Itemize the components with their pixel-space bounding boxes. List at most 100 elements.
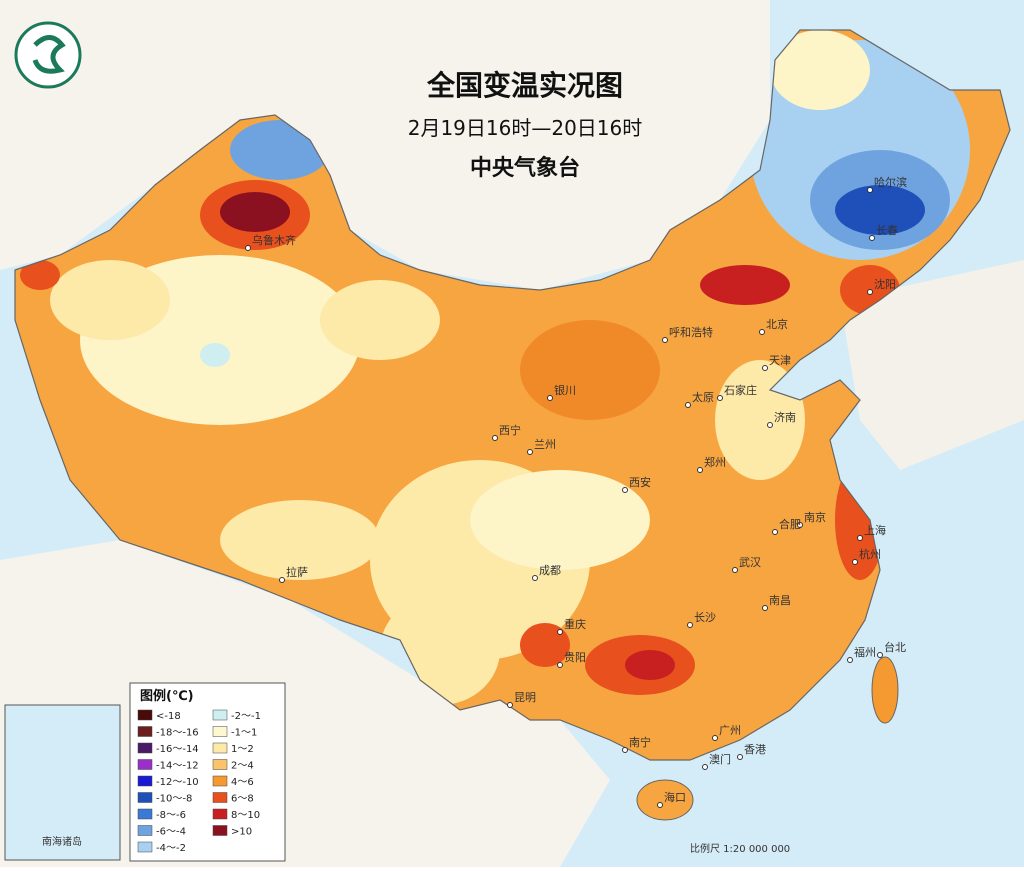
china-border bbox=[14, 29, 1011, 761]
city-dot bbox=[622, 747, 628, 753]
city-dot bbox=[767, 422, 773, 428]
city-dot bbox=[759, 329, 765, 335]
city-dot bbox=[527, 449, 533, 455]
city-dot bbox=[622, 487, 628, 493]
city-dot bbox=[697, 467, 703, 473]
city-label: 台北 bbox=[884, 640, 906, 654]
city-label: 石家庄 bbox=[724, 383, 757, 397]
city-dot bbox=[702, 764, 708, 770]
legend-label: -10～-8 bbox=[156, 794, 192, 805]
legend-items: <-18 -18～-16 -16～-14 -14～-12 -12～-10 -10～-8 -8… bbox=[137, 709, 261, 854]
city-dot bbox=[685, 402, 691, 408]
legend-swatch bbox=[212, 792, 228, 803]
legend-label: 6～8 bbox=[231, 794, 254, 805]
city-label: 天津 bbox=[769, 354, 791, 367]
legend-label: >10 bbox=[231, 827, 252, 838]
legend-swatch bbox=[137, 825, 153, 836]
city-label: 香港 bbox=[744, 743, 766, 756]
city-label: 杭州 bbox=[859, 547, 881, 561]
city-dot bbox=[762, 605, 768, 611]
city-dot bbox=[557, 629, 563, 635]
city-label: 南京 bbox=[804, 510, 826, 524]
city-label: 合肥 bbox=[779, 517, 801, 531]
city-dot bbox=[557, 662, 563, 668]
city-dot bbox=[857, 535, 863, 541]
legend-swatch bbox=[212, 742, 228, 754]
legend-swatch bbox=[137, 792, 153, 803]
city-label: 南昌 bbox=[769, 594, 791, 607]
city-label: 银川 bbox=[554, 383, 576, 397]
city-dot bbox=[687, 622, 693, 628]
city-label: 贵阳 bbox=[564, 651, 586, 664]
city-dot bbox=[732, 567, 738, 573]
legend-swatch bbox=[212, 759, 228, 770]
city-label: 南宁 bbox=[629, 735, 651, 749]
title: 全国变温实况图 bbox=[426, 69, 623, 102]
inset-label: 南海诸岛 bbox=[42, 835, 82, 848]
city-dot bbox=[772, 529, 778, 535]
city-dot bbox=[762, 365, 768, 371]
legend-label: 4～6 bbox=[231, 777, 254, 788]
legend-swatch bbox=[137, 726, 153, 737]
city-label: 上海 bbox=[864, 523, 886, 537]
city-label: 太原 bbox=[692, 391, 714, 404]
city-dot bbox=[279, 577, 285, 583]
city-label: 成都 bbox=[539, 564, 561, 577]
legend-label: -8～-6 bbox=[156, 810, 186, 821]
city-dot bbox=[852, 559, 858, 565]
subtitle: 2月19日16时—20日16时 bbox=[408, 116, 643, 140]
legend-swatch bbox=[212, 709, 228, 721]
city-dot bbox=[662, 337, 668, 343]
legend-label: -2～-1 bbox=[231, 711, 261, 722]
legend-title: 图例(℃) bbox=[140, 688, 194, 704]
city-label: 重庆 bbox=[564, 617, 586, 631]
city-dot bbox=[867, 289, 873, 295]
legend-swatch bbox=[137, 841, 153, 853]
city-label: 拉萨 bbox=[286, 565, 308, 579]
city-label: 长春 bbox=[876, 224, 898, 237]
city-label: 郑州 bbox=[704, 455, 726, 469]
legend-label: -12～-10 bbox=[156, 777, 199, 788]
legend-frame bbox=[129, 682, 286, 862]
source: 中央气象台 bbox=[470, 155, 580, 181]
legend-swatch bbox=[137, 759, 153, 770]
city-label: 昆明 bbox=[514, 691, 536, 704]
city-label: 澳门 bbox=[709, 752, 731, 766]
city-dot bbox=[737, 754, 743, 760]
legend-label: -1～1 bbox=[231, 728, 257, 739]
city-dot bbox=[797, 522, 803, 528]
city-dot bbox=[877, 652, 883, 658]
city-label: 北京 bbox=[766, 317, 788, 331]
legend-label: -16～-14 bbox=[156, 744, 199, 755]
city-label: 乌鲁木齐 bbox=[252, 233, 296, 247]
hainan bbox=[636, 779, 694, 821]
city-dot bbox=[847, 657, 853, 663]
city-label: 西宁 bbox=[499, 423, 521, 437]
legend-label: -4～-2 bbox=[156, 843, 186, 854]
legend-label: 1～2 bbox=[231, 744, 254, 755]
city-dot bbox=[245, 245, 251, 251]
legend-swatch bbox=[212, 775, 228, 787]
taiwan bbox=[871, 656, 899, 724]
city-dot bbox=[547, 395, 553, 401]
city-label: 呼和浩特 bbox=[669, 325, 713, 339]
korea-japan-land bbox=[840, 260, 1024, 470]
legend-swatch bbox=[212, 825, 228, 836]
legend-swatch bbox=[212, 808, 228, 820]
city-label: 哈尔滨 bbox=[874, 175, 907, 189]
city-label: 武汉 bbox=[739, 556, 761, 569]
city-dot bbox=[507, 702, 513, 708]
city-dot bbox=[869, 235, 875, 241]
legend-swatch bbox=[137, 775, 153, 787]
legend-label: -6～-4 bbox=[156, 827, 186, 838]
city-dot bbox=[867, 187, 873, 193]
city-dot bbox=[492, 435, 498, 441]
logo-mark bbox=[32, 35, 66, 74]
city-label: 济南 bbox=[774, 410, 796, 424]
legend-label: -14～-12 bbox=[156, 761, 199, 772]
city-dot bbox=[717, 395, 723, 401]
neighbor-land bbox=[0, 0, 770, 290]
logo bbox=[14, 21, 82, 89]
inset-frame bbox=[4, 704, 121, 861]
